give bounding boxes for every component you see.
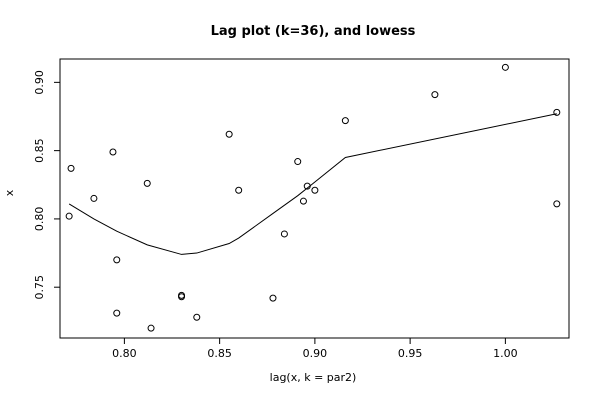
y-axis-label: x bbox=[3, 189, 16, 196]
x-axis-label: lag(x, k = par2) bbox=[270, 371, 357, 384]
data-point bbox=[109, 148, 117, 156]
y-tick-label: 0.90 bbox=[33, 70, 46, 95]
data-point bbox=[113, 309, 121, 317]
scatter-points bbox=[65, 63, 561, 332]
data-point bbox=[193, 313, 201, 321]
x-tick-label: 0.95 bbox=[398, 347, 423, 360]
lowess-line bbox=[68, 113, 557, 255]
data-point bbox=[341, 117, 349, 125]
data-point bbox=[501, 63, 509, 71]
y-tick-label: 0.80 bbox=[33, 207, 46, 232]
data-point bbox=[90, 194, 98, 202]
data-point bbox=[113, 256, 121, 264]
x-tick-label: 0.80 bbox=[112, 347, 137, 360]
data-point bbox=[147, 324, 155, 332]
data-point bbox=[294, 158, 302, 166]
data-point bbox=[225, 130, 233, 138]
data-point bbox=[280, 230, 288, 238]
data-point bbox=[269, 294, 277, 302]
data-point bbox=[143, 179, 151, 187]
data-point bbox=[553, 200, 561, 208]
x-tick-label: 1.00 bbox=[493, 347, 518, 360]
data-point bbox=[311, 186, 319, 194]
y-tick-label: 0.85 bbox=[33, 138, 46, 163]
x-tick-label: 0.90 bbox=[303, 347, 328, 360]
y-axis: 0.75 0.80 0.85 0.90 bbox=[33, 70, 61, 300]
data-point bbox=[178, 293, 186, 301]
x-axis: 0.80 0.85 0.90 0.95 1.00 bbox=[112, 337, 518, 360]
data-point bbox=[553, 108, 561, 116]
data-point bbox=[65, 212, 73, 220]
data-point bbox=[67, 164, 75, 172]
chart-title: Lag plot (k=36), and lowess bbox=[211, 24, 416, 39]
x-tick-label: 0.85 bbox=[207, 347, 232, 360]
data-point bbox=[431, 91, 439, 99]
y-tick-label: 0.75 bbox=[33, 275, 46, 300]
data-point bbox=[303, 182, 311, 190]
data-point bbox=[235, 186, 243, 194]
data-point bbox=[299, 197, 307, 205]
